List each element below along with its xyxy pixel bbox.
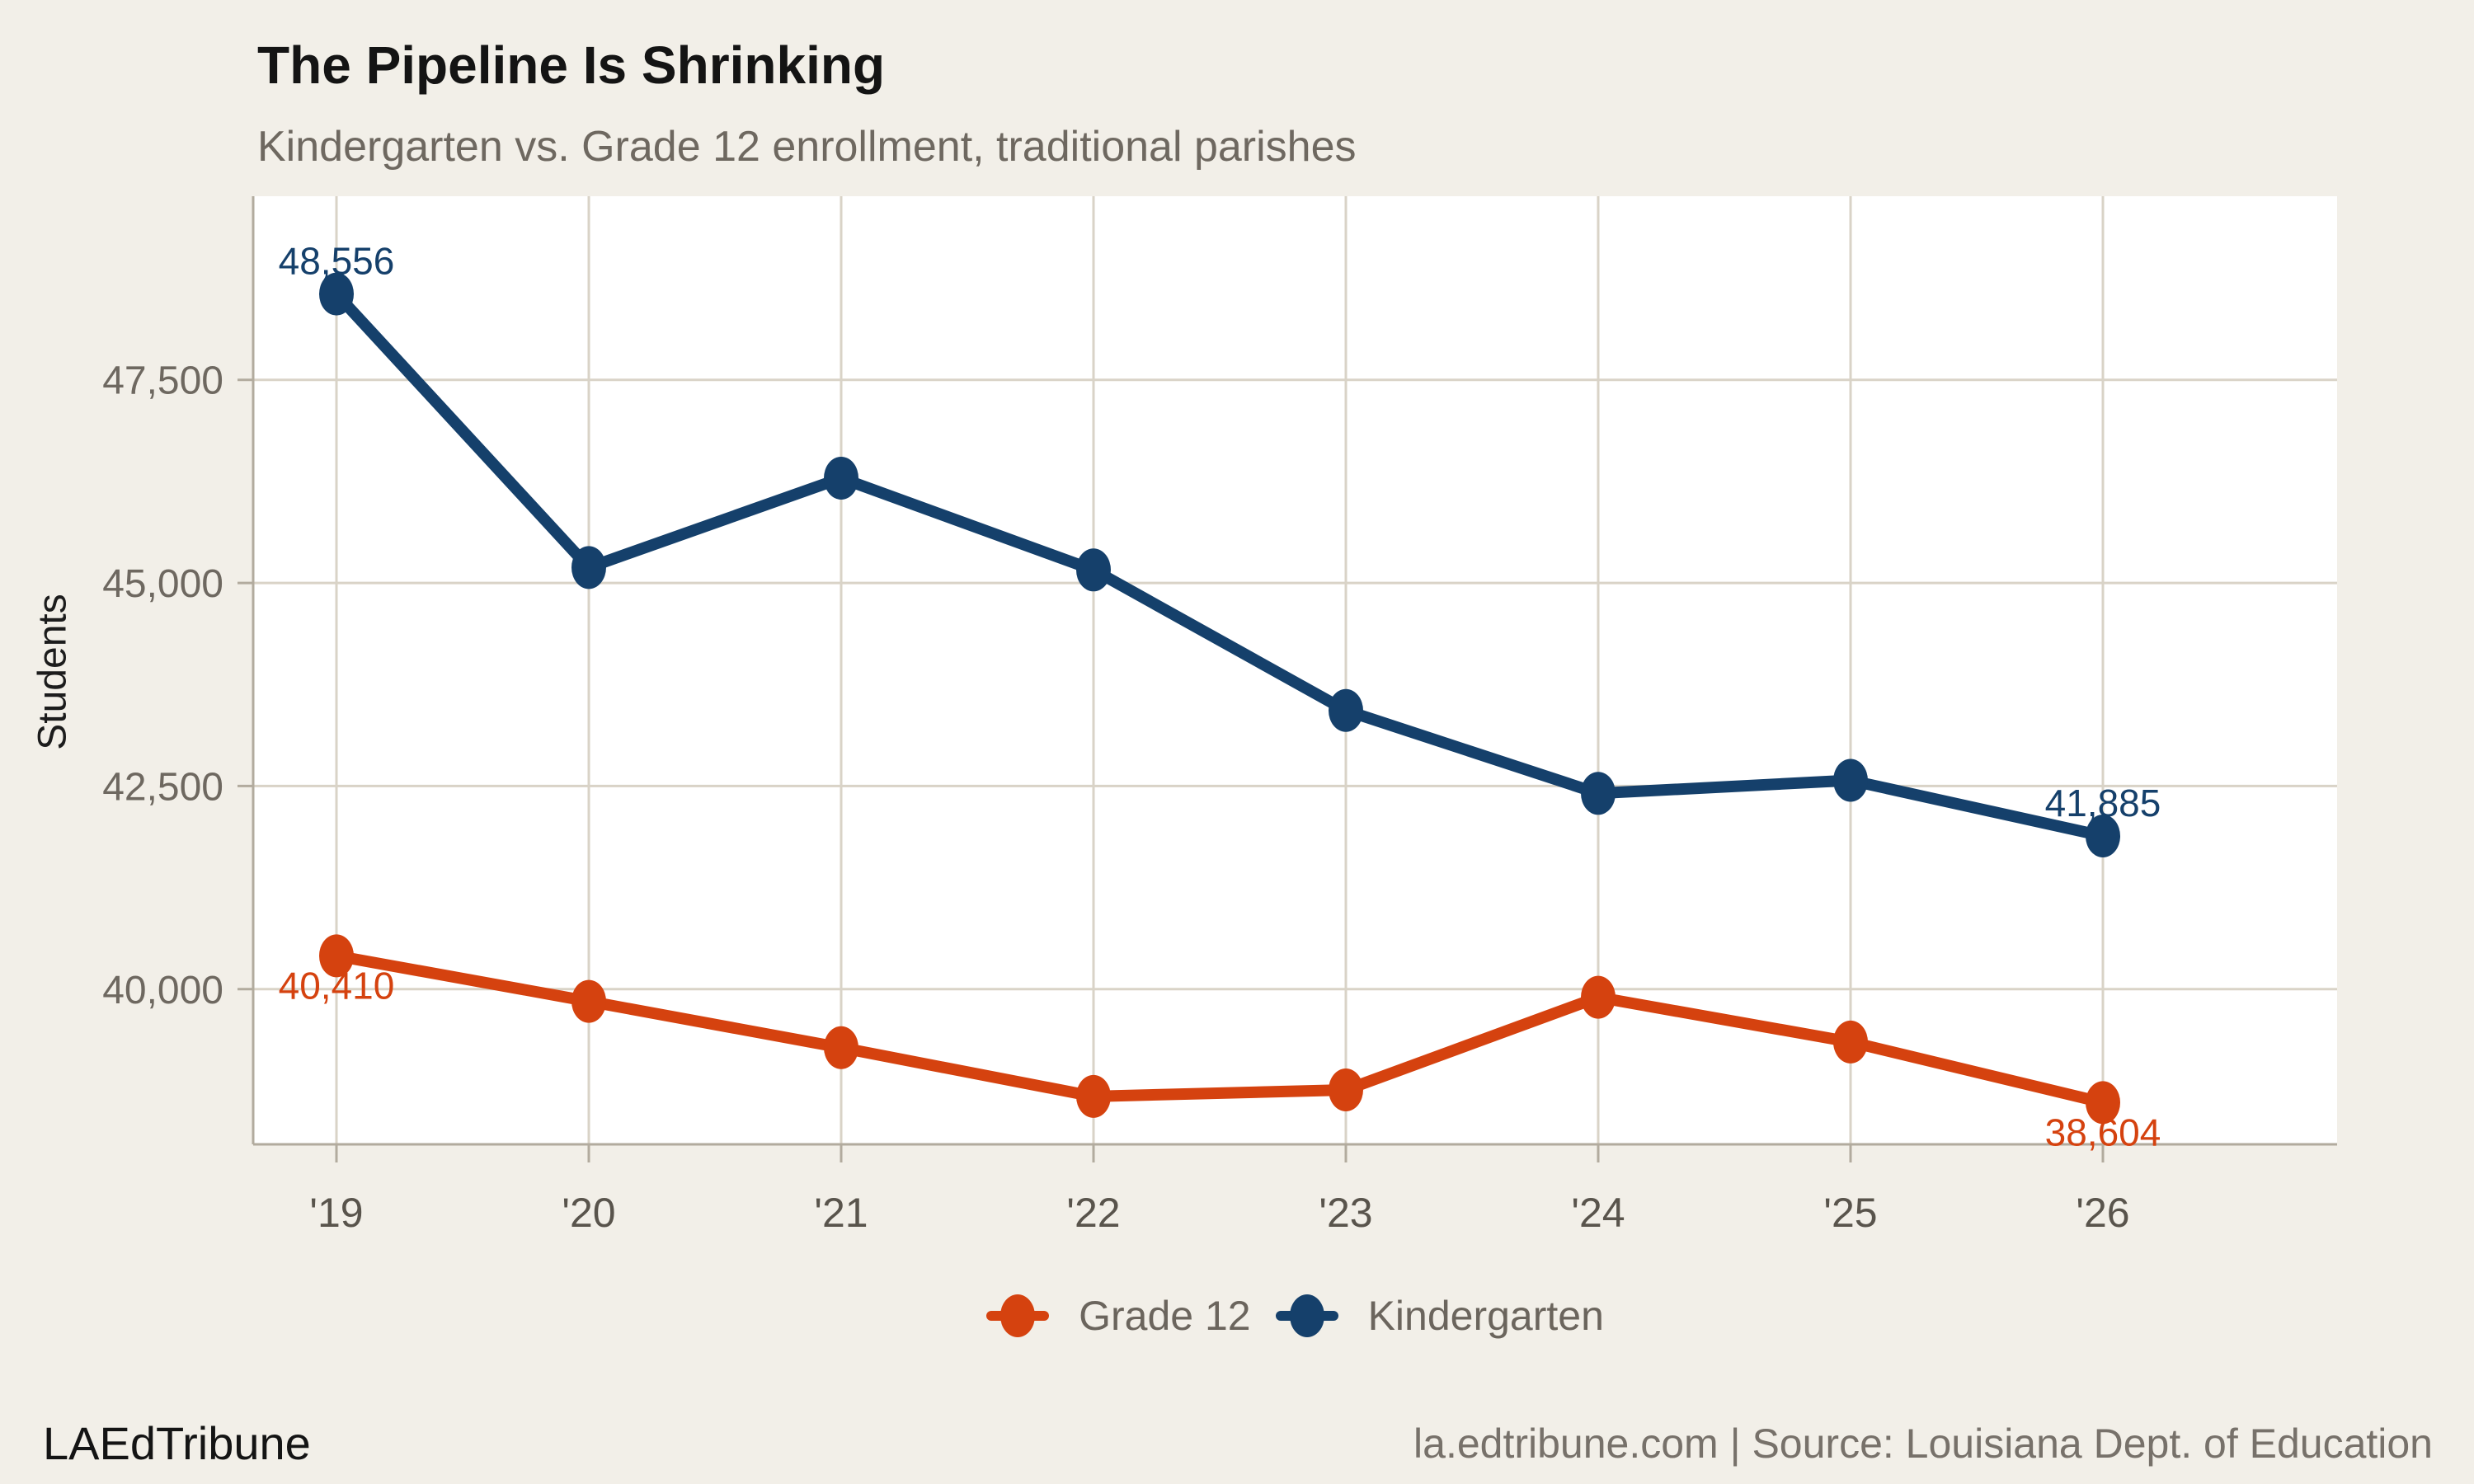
data-point <box>319 934 354 978</box>
chart-title: The Pipeline Is Shrinking <box>257 35 886 95</box>
series-line-kindergarten <box>331 288 2109 843</box>
y-tick-label: 40,000 <box>102 969 223 1012</box>
data-point <box>319 272 354 316</box>
data-point <box>1076 548 1111 592</box>
point-value-label: 40,410 <box>279 964 395 1007</box>
data-point <box>1329 1068 1363 1111</box>
x-tick-label: '24 <box>1571 1190 1625 1236</box>
data-point <box>1329 688 1363 732</box>
series-lines <box>319 272 2120 1125</box>
data-point <box>1581 772 1616 815</box>
y-tick-label: 45,000 <box>102 562 223 606</box>
x-tick-label: '21 <box>814 1190 868 1236</box>
chart-subtitle: Kindergarten vs. Grade 12 enrollment, tr… <box>257 123 1357 171</box>
legend: Grade 12 Kindergarten <box>253 1291 2337 1341</box>
x-tick-label: '23 <box>1319 1190 1372 1236</box>
data-point <box>571 979 606 1023</box>
x-tick-labels: '19 '20 '21 '22 '23 '24 '25 '26 <box>309 1190 2129 1236</box>
grade-12-marker-icon <box>986 1291 1050 1341</box>
x-tick-label: '20 <box>562 1190 615 1236</box>
x-tick-label: '22 <box>1066 1190 1120 1236</box>
data-point <box>1581 975 1616 1019</box>
data-point <box>2086 1081 2120 1125</box>
legend-label-grade-12: Grade 12 <box>1079 1293 1251 1339</box>
x-tick-label: '26 <box>2076 1190 2129 1236</box>
x-tick-label: '19 <box>309 1190 363 1236</box>
data-point <box>824 1026 858 1069</box>
data-point <box>571 546 606 589</box>
point-value-label: 48,556 <box>279 240 395 283</box>
point-value-label: 38,604 <box>2045 1111 2161 1153</box>
x-tick-label: '25 <box>1823 1190 1877 1236</box>
brand-logo: LAEdTribune <box>43 1417 311 1469</box>
legend-item-kindergarten: Kindergarten <box>1275 1291 1604 1341</box>
source-attribution: la.edtribune.com | Source: Louisiana Dep… <box>1413 1421 2433 1467</box>
legend-label-kindergarten: Kindergarten <box>1367 1293 1604 1339</box>
point-labels: 40,410 38,604 48,556 41,885 <box>279 240 2161 1154</box>
y-tick-labels: 40,000 42,500 45,000 47,500 <box>102 359 223 1012</box>
series-line-grade-12 <box>331 950 2109 1109</box>
legend-item-grade-12: Grade 12 <box>986 1291 1251 1341</box>
data-point <box>1833 758 1868 802</box>
data-point <box>824 456 858 500</box>
data-point <box>2086 815 2120 858</box>
y-tick-label: 47,500 <box>102 359 223 403</box>
point-value-label: 41,885 <box>2045 782 2161 824</box>
y-tick-label: 42,500 <box>102 765 223 809</box>
data-point <box>1833 1020 1868 1064</box>
axis-lines <box>252 196 2337 1146</box>
kindergarten-marker-icon <box>1275 1291 1338 1341</box>
axis-ticks <box>238 378 2105 1162</box>
data-point <box>1076 1074 1111 1118</box>
